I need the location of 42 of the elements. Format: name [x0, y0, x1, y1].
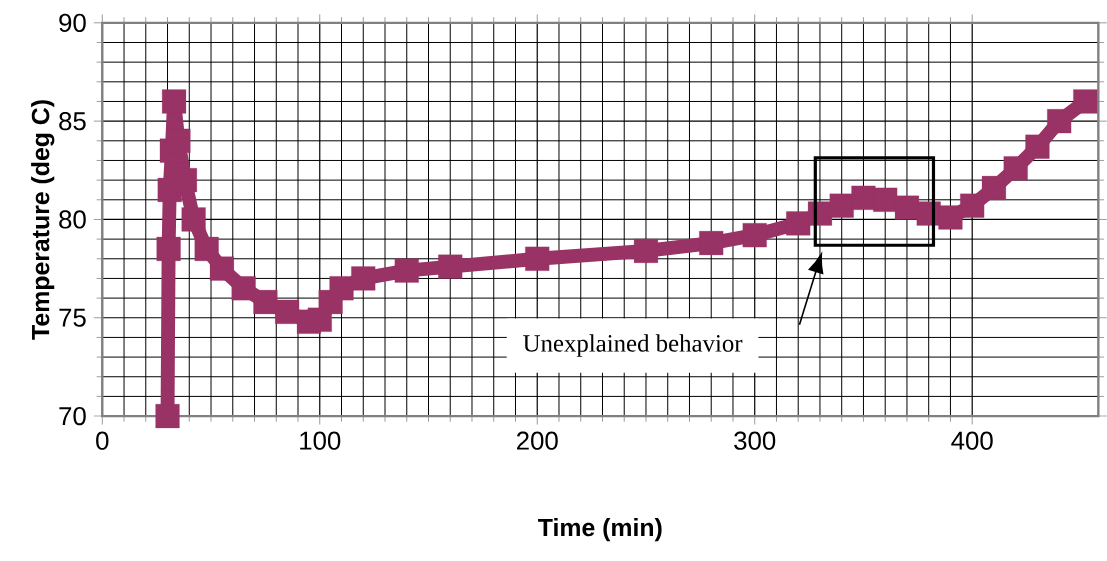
point [938, 205, 963, 230]
point [1025, 134, 1050, 159]
point [394, 258, 419, 283]
point [1003, 156, 1028, 181]
point [1073, 89, 1098, 114]
point [894, 195, 919, 220]
y-tick-label: 90 [59, 13, 86, 32]
x-tick-label: 400 [951, 431, 993, 450]
point [162, 89, 187, 114]
x-tick-label: 300 [734, 431, 776, 450]
x-tick-label: 100 [300, 431, 341, 450]
point [194, 236, 219, 261]
point [829, 193, 854, 218]
point [633, 238, 659, 263]
x-tick-label: 0 [96, 431, 109, 450]
point [253, 289, 278, 315]
point [438, 254, 463, 279]
x-tick-label: 200 [517, 431, 558, 450]
annotation: Unexplained behavior [523, 334, 743, 357]
point [181, 207, 206, 232]
point [525, 246, 550, 271]
point [329, 276, 354, 301]
point [960, 193, 985, 218]
point [275, 299, 300, 324]
point [699, 230, 724, 256]
point [786, 211, 811, 236]
point [1047, 109, 1072, 134]
point [351, 266, 376, 291]
point [231, 276, 256, 301]
point [742, 223, 767, 248]
point [209, 256, 234, 281]
y-tick-label: 85 [59, 111, 86, 131]
y-axis-title: Temperature (deg C) [31, 100, 55, 340]
point [851, 185, 876, 210]
point [981, 175, 1006, 200]
point [156, 236, 181, 261]
point [873, 187, 898, 212]
y-tick-label: 75 [59, 308, 86, 327]
x-axis-title: Time (min) [538, 518, 662, 542]
y-tick-label: 80 [59, 210, 86, 229]
point [155, 404, 180, 429]
y-tick-label: 70 [59, 406, 86, 426]
